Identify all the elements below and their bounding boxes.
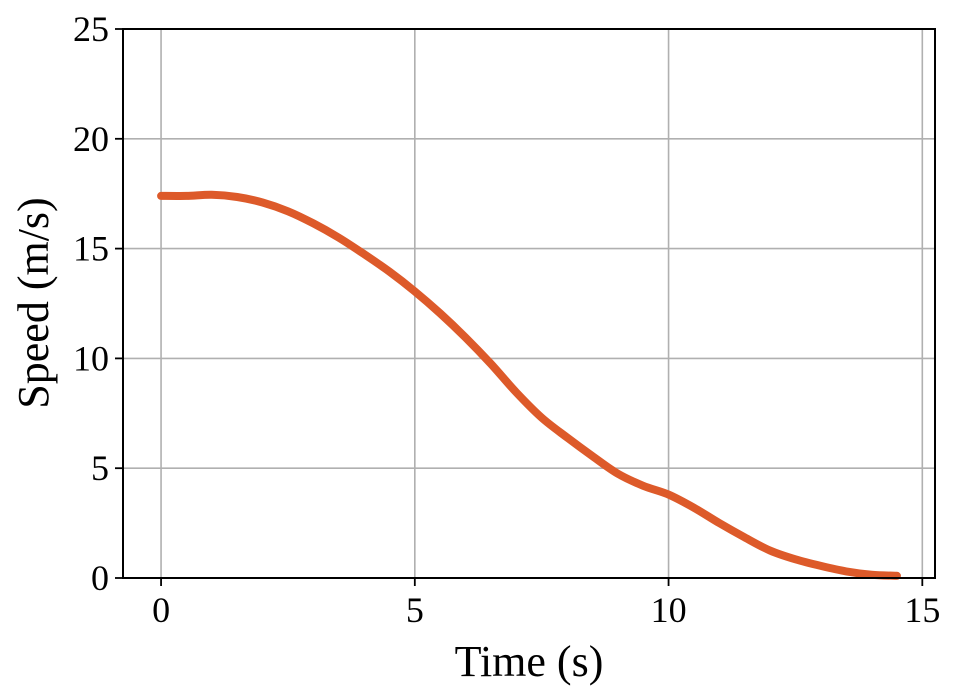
y-tick-label: 25 [73,9,109,49]
tick-marks [115,28,924,586]
series-layer [157,190,901,580]
plot-frame [122,28,936,579]
y-tick-label: 5 [91,448,109,488]
x-tick-label: 0 [152,590,170,630]
y-axis-title: Speed (m/s) [9,197,58,408]
x-tick-label: 10 [651,590,687,630]
speed-series-line [157,190,901,580]
x-tick-label: 15 [904,590,940,630]
y-tick-label: 0 [91,558,109,598]
x-tick-label: 5 [406,590,424,630]
grid-lines [123,28,935,579]
y-tick-label: 15 [73,229,109,269]
x-axis-title: Time (s) [455,637,604,686]
y-tick-label: 10 [73,338,109,378]
y-tick-label: 20 [73,119,109,159]
y-tick-labels: 0 5 10 15 20 25 [73,9,109,598]
x-tick-labels: 0 5 10 15 [152,590,940,630]
